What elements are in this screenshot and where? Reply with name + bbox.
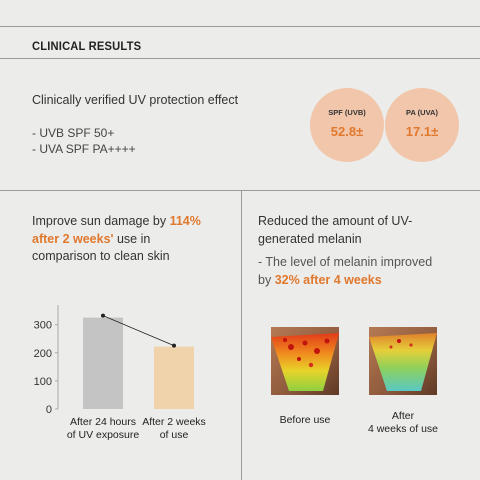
sun-damage-percent: 114%	[169, 214, 201, 228]
melanin-title: Reduced the amount of UV- generated mela…	[258, 213, 458, 248]
sun-damage-line1: Improve sun damage by	[32, 214, 170, 228]
after-use-photo	[369, 327, 437, 395]
melanin-title-line2: generated melanin	[258, 231, 362, 246]
header-divider	[0, 58, 480, 59]
top-divider	[0, 26, 480, 27]
pa-badge-value: 17.1±	[405, 124, 439, 139]
melanin-improvement: 32% after 4 weeks	[274, 272, 382, 287]
y-tick-label: 0	[46, 404, 52, 416]
melanin-sub-line1: - The level of melanin improved	[258, 255, 433, 269]
after-use-caption: After 4 weeks of use	[358, 410, 448, 436]
sun-damage-text: Improve sun damage by 114% after 2 weeks…	[32, 213, 232, 266]
before-use-caption: Before use	[279, 414, 331, 426]
melanin-sub-prefix: by	[258, 272, 275, 287]
section-divider	[0, 190, 480, 191]
column-divider	[241, 190, 242, 480]
spf-badge-label: SPF (UVB)	[328, 108, 366, 117]
x-tick-label: After 2 weeks	[142, 416, 206, 428]
x-tick-label: of use	[160, 429, 189, 441]
sun-damage-line3: comparison to clean skin	[32, 249, 170, 263]
x-tick-label: of UV exposure	[67, 429, 140, 441]
uv-headline: Clinically verified UV protection effect	[32, 93, 239, 107]
trend-point	[101, 313, 105, 318]
y-tick-label: 100	[34, 376, 52, 388]
pa-badge: PA (UVA) 17.1±	[385, 88, 459, 162]
trend-point	[172, 343, 176, 348]
y-tick-label: 300	[34, 320, 52, 332]
bar	[154, 346, 194, 409]
sun-damage-line2: use in	[113, 231, 151, 246]
section-title: CLINICAL RESULTS	[32, 39, 142, 53]
spf-badge-value: 52.8±	[330, 124, 364, 139]
sun-damage-period: after 2 weeks'	[32, 231, 114, 246]
trend-line	[102, 315, 175, 346]
after-caption-line1: After	[391, 410, 415, 422]
spec-uvb: - UVB SPF 50+	[32, 126, 115, 140]
melanin-subtext: - The level of melanin improved by 32% a…	[258, 254, 458, 289]
y-tick-label: 200	[34, 348, 52, 360]
x-tick-label: After 24 hours	[70, 416, 136, 428]
spec-uva: - UVA SPF PA++++	[32, 142, 136, 156]
after-caption-line2: 4 weeks of use	[367, 423, 439, 435]
melanin-title-line1: Reduced the amount of UV-	[258, 214, 413, 228]
spf-badge: SPF (UVB) 52.8±	[310, 88, 384, 162]
pa-badge-label: PA (UVA)	[406, 108, 438, 117]
before-use-photo	[271, 327, 339, 395]
bar	[83, 317, 123, 409]
